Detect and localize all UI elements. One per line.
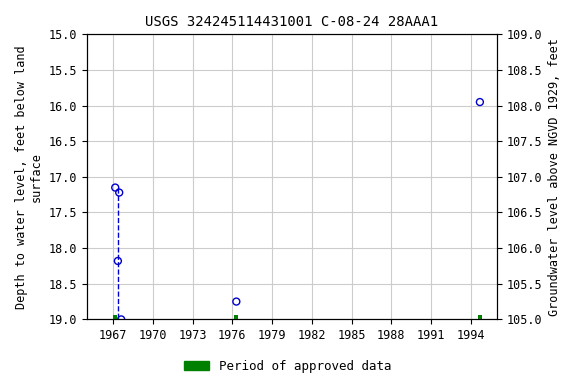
Point <box>475 99 484 105</box>
Y-axis label: Depth to water level, feet below land
surface: Depth to water level, feet below land su… <box>15 45 43 309</box>
Point <box>115 189 124 195</box>
Point <box>113 258 123 264</box>
Point <box>111 184 120 190</box>
Bar <box>234 315 238 319</box>
Y-axis label: Groundwater level above NGVD 1929, feet: Groundwater level above NGVD 1929, feet <box>548 38 561 316</box>
Title: USGS 324245114431001 C-08-24 28AAA1: USGS 324245114431001 C-08-24 28AAA1 <box>145 15 438 29</box>
Legend: Period of approved data: Period of approved data <box>179 355 397 378</box>
Bar <box>113 315 118 319</box>
Bar <box>478 315 482 319</box>
Point <box>116 316 126 323</box>
Point <box>232 298 241 305</box>
